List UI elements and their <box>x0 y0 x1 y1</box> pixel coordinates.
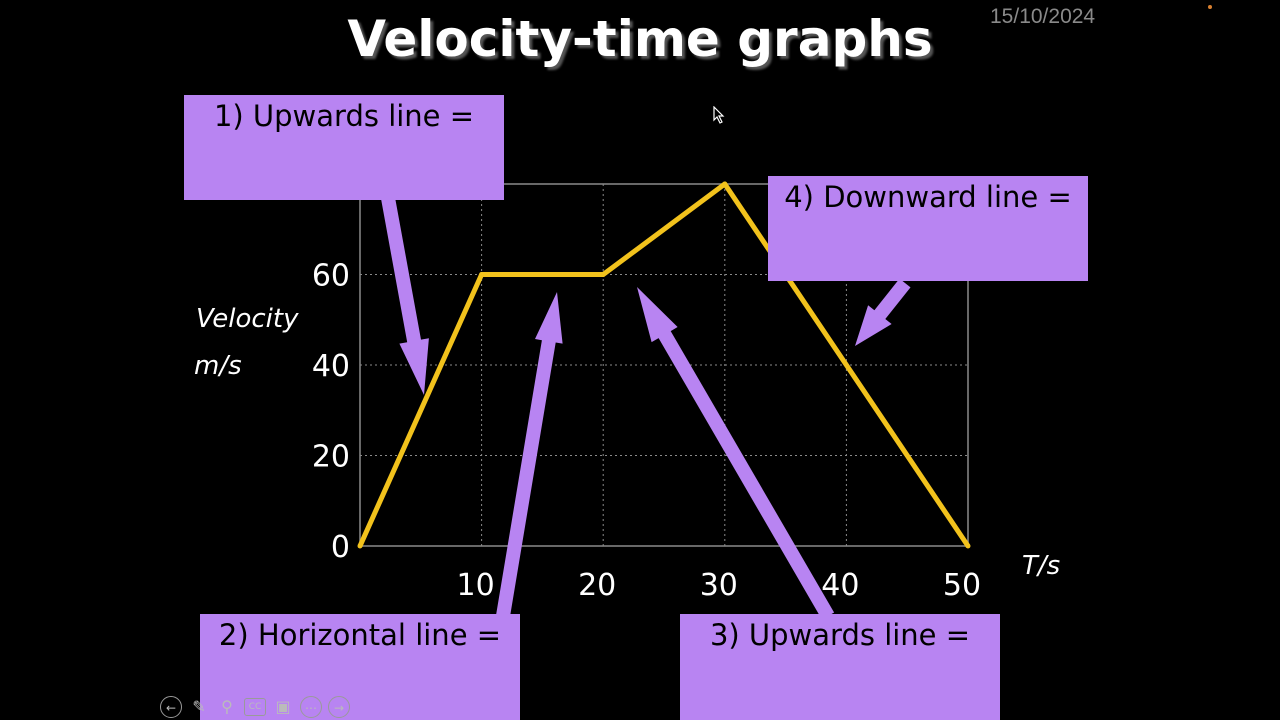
camera-icon[interactable]: ▣ <box>275 697 291 716</box>
y-tick-label: 20 <box>312 440 350 475</box>
downward-line-box: 4) Downward line = <box>768 176 1088 281</box>
more-icon[interactable]: ⋯ <box>300 696 322 718</box>
series-point <box>479 272 485 277</box>
y-tick-label: 60 <box>312 259 350 294</box>
y-tick-label: 0 <box>331 530 350 565</box>
back-icon[interactable]: ← <box>160 696 182 718</box>
arrow-2 <box>496 292 563 618</box>
arrow-1 <box>381 196 429 395</box>
chart-tick-labels: 10 20 30 40 50 0 20 40 60 <box>312 259 981 604</box>
chart-series <box>357 181 971 549</box>
x-axis-label: T/s <box>1022 551 1060 581</box>
series-point <box>600 272 606 277</box>
pen-icon[interactable]: ✎ <box>192 697 206 716</box>
x-tick-label: 10 <box>457 568 495 603</box>
slide-title: Velocity-time graphs <box>347 10 933 68</box>
x-tick-label: 50 <box>943 568 981 603</box>
zoom-icon[interactable]: ⚲ <box>221 697 233 716</box>
chart-axis-labels: Velocity m/s T/s <box>194 304 1060 581</box>
presentation-toolbar: ← ✎ ⚲ CC ▣ ⋯ → <box>160 694 350 720</box>
arrow-3 <box>637 287 835 620</box>
upwards-line-box-1: 1) Upwards line = <box>184 95 504 200</box>
indicator-dot <box>1208 5 1212 9</box>
series-point <box>722 181 728 187</box>
x-tick-label: 40 <box>821 568 859 603</box>
y-axis-label-line1: Velocity <box>196 304 299 334</box>
x-tick-label: 20 <box>578 568 616 603</box>
plot-frame <box>359 183 969 547</box>
x-tick-label: 30 <box>700 568 738 603</box>
upwards-line-box-3: 3) Upwards line = <box>680 614 1000 720</box>
chart-axes <box>359 183 969 547</box>
upwards-line-label-3: 3) Upwards line = <box>709 618 971 652</box>
y-axis-label-line2: m/s <box>194 351 242 381</box>
horizontal-line-box: 2) Horizontal line = <box>200 614 520 720</box>
upwards-line-label-1: 1) Upwards line = <box>213 99 475 133</box>
y-tick-label: 40 <box>312 349 350 384</box>
next-icon[interactable]: → <box>328 696 350 718</box>
captions-icon[interactable]: CC <box>244 698 266 716</box>
downward-line-label: 4) Downward line = <box>784 180 1072 214</box>
series-point <box>357 543 363 549</box>
slide-date: 15/10/2024 <box>990 5 1096 28</box>
mouse-cursor-icon <box>713 106 725 124</box>
series-point <box>965 543 971 549</box>
arrow-4 <box>855 278 911 346</box>
annotation-arrows <box>381 196 911 620</box>
horizontal-line-label: 2) Horizontal line = <box>218 618 502 652</box>
